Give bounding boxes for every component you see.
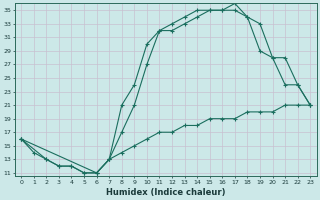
X-axis label: Humidex (Indice chaleur): Humidex (Indice chaleur) [106, 188, 226, 197]
